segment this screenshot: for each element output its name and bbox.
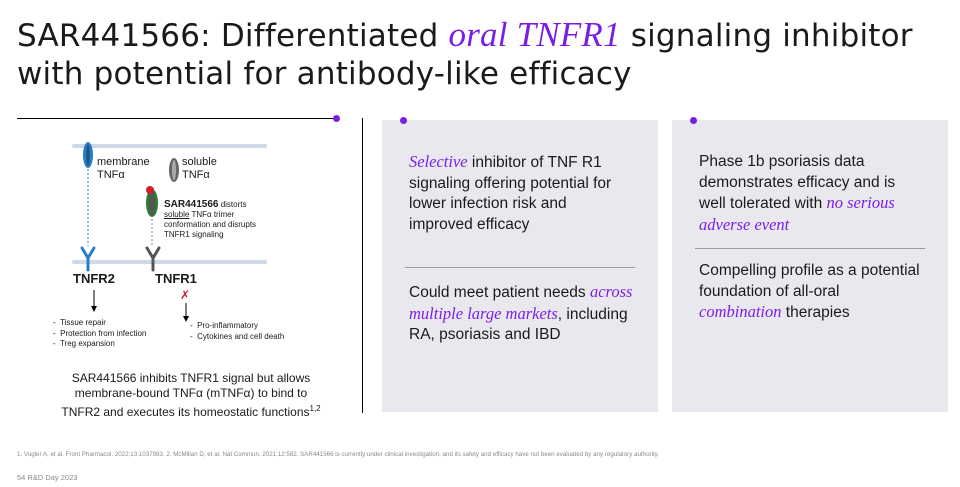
list-item: - Tissue repair — [53, 318, 106, 327]
top-membrane — [72, 144, 267, 148]
references-footnote: 1. Vugler A, et al. Front Pharmacol. 202… — [17, 451, 660, 458]
list-item: - Pro-inflammatory — [190, 321, 259, 330]
panel-top-border — [17, 118, 336, 119]
clinical-data-card: Phase 1b psoriasis data demonstrates eff… — [672, 117, 948, 412]
list-item: - Protection from infection — [53, 328, 147, 338]
list-item: - Cytokines and cell death — [190, 331, 285, 341]
title-accent: oral TNFR1 — [448, 15, 621, 54]
membrane-tnf-label: membrane TNFα — [97, 156, 150, 181]
markets-text: Could meet patient needs across multiple… — [409, 282, 633, 343]
membrane-tnf-icon — [83, 142, 93, 168]
tnfr1-receptor-icon — [145, 246, 161, 272]
blocked-x-icon: ✗ — [180, 288, 191, 302]
tnfr2-label: TNFR2 — [73, 271, 115, 286]
diagram-canvas: membrane TNFα soluble TNFα SAR441566 disto… — [17, 118, 363, 419]
card-divider — [405, 267, 635, 268]
slide-footer: 54 R&D Day 2023 — [17, 473, 78, 482]
selectivity-text: Selective inhibitor of TNF R1 signaling … — [409, 152, 612, 233]
diagram-shapes — [80, 142, 189, 322]
drug-description: SAR441566 distorts soluble TNFα trimer c… — [164, 199, 257, 240]
bottom-membrane — [72, 260, 267, 264]
mechanism-diagram-panel: membrane TNFα soluble TNFα SAR441566 disto… — [17, 115, 363, 419]
title-part1: SAR441566: Differentiated — [17, 18, 449, 54]
tnfr1-label: TNFR1 — [155, 271, 197, 286]
soluble-tnf-icon — [169, 158, 179, 182]
tnfr1-effects-list: - Pro-inflammatory - Cytokines and cell … — [190, 321, 284, 342]
psoriasis-data-text: Phase 1b psoriasis data demonstrates eff… — [699, 153, 896, 234]
soluble-tnf-label: soluble TNFα — [182, 156, 217, 181]
diagram-caption: SAR441566 inhibits TNFR1 signal but allo… — [61, 371, 321, 419]
tnfr2-receptor-icon — [80, 246, 96, 272]
accent-dot — [333, 115, 340, 122]
selectivity-card: Selective inhibitor of TNF R1 signaling … — [382, 117, 658, 412]
slide-title: SAR441566: Differentiated oral TNFR1 sig… — [17, 16, 947, 93]
tnfr2-effects-list: - Tissue repair - Protection from infect… — [53, 318, 146, 350]
card-divider — [695, 248, 925, 249]
panel-right-border — [362, 118, 363, 413]
list-item: - Treg expansion — [53, 339, 115, 348]
title-part2: signaling inhibitor with potential for a… — [17, 18, 913, 92]
accent-dot — [690, 117, 697, 124]
drug-bound-tnf-icon — [146, 186, 158, 217]
combination-text: Compelling profile as a potential founda… — [699, 262, 920, 321]
accent-dot — [400, 117, 407, 124]
